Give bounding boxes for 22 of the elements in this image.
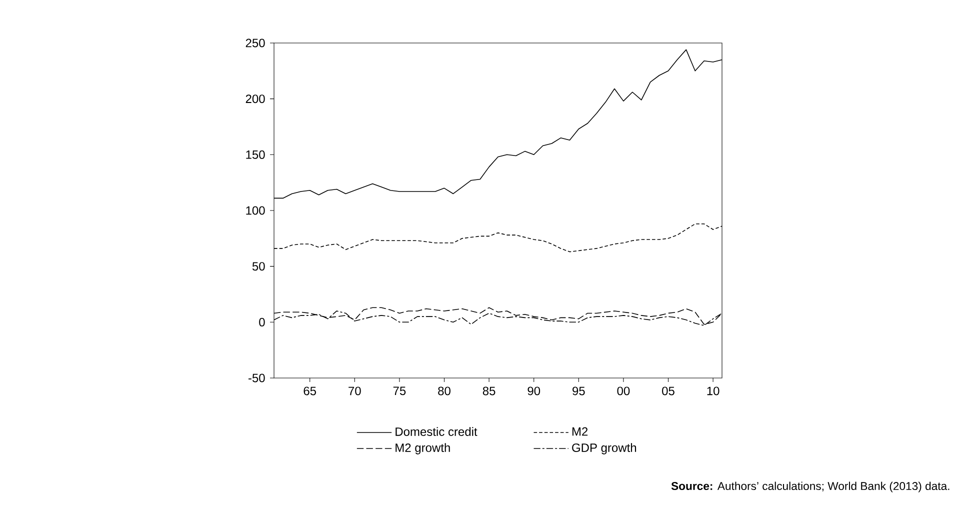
legend-label: GDP growth	[572, 443, 636, 454]
legend-label: M2	[572, 427, 588, 436]
x-tick-label: 85	[482, 386, 496, 396]
x-tick-label: 75	[393, 386, 406, 396]
legend-label: Domestic credit	[396, 427, 478, 436]
x-tick-label: 00	[617, 386, 630, 396]
x-tick-label: 10	[707, 386, 720, 396]
y-tick-label: -50	[248, 374, 265, 382]
y-tick-label: 50	[252, 262, 265, 271]
x-tick-label: 70	[348, 386, 361, 396]
y-tick-label: 150	[246, 150, 265, 159]
x-tick-label: 65	[304, 386, 316, 396]
y-tick-label: 100	[246, 206, 265, 215]
legend-label: M2 growth	[396, 443, 450, 454]
y-tick-label: 0	[259, 318, 265, 326]
y-tick-label: 250	[246, 38, 265, 48]
x-tick-label: 90	[528, 386, 540, 396]
y-tick-label: 200	[246, 94, 265, 104]
x-tick-label: 95	[572, 386, 585, 396]
x-tick-label: 80	[438, 386, 450, 396]
x-tick-label: 05	[662, 386, 674, 396]
text: Source: Authors’ calculations; World Bank (2013) data.	[671, 482, 950, 492]
